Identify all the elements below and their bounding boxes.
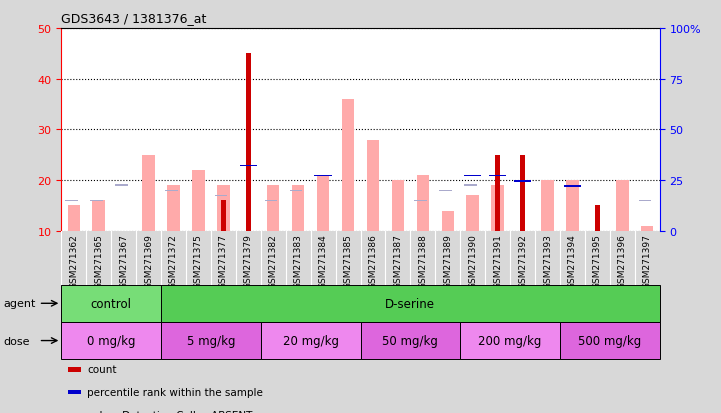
- Bar: [466, 196, 479, 231]
- Text: 50 mg/kg: 50 mg/kg: [382, 334, 438, 347]
- Bar: [489, 176, 506, 177]
- Bar: [392, 180, 404, 231]
- Text: agent: agent: [4, 299, 36, 309]
- Text: GSM271385: GSM271385: [343, 234, 353, 289]
- Bar: [193, 171, 205, 231]
- Text: percentile rank within the sample: percentile rank within the sample: [87, 387, 263, 397]
- Text: D-serine: D-serine: [385, 297, 435, 310]
- Text: GSM271379: GSM271379: [244, 234, 253, 289]
- Bar: [167, 186, 180, 231]
- Text: 5 mg/kg: 5 mg/kg: [187, 334, 235, 347]
- Bar: [215, 195, 227, 197]
- Text: GSM271369: GSM271369: [144, 234, 153, 289]
- Bar: [161, 322, 261, 359]
- Bar: [217, 186, 229, 231]
- Text: GSM271372: GSM271372: [169, 234, 178, 289]
- Text: GSM271397: GSM271397: [642, 234, 652, 289]
- Bar: [261, 322, 360, 359]
- Bar: [267, 186, 280, 231]
- Bar: [342, 100, 354, 231]
- Bar: [367, 140, 379, 231]
- Bar: [514, 181, 531, 182]
- Bar: [161, 285, 660, 322]
- Bar: [566, 180, 579, 231]
- Text: GSM271365: GSM271365: [94, 234, 103, 289]
- Text: GDS3643 / 1381376_at: GDS3643 / 1381376_at: [61, 12, 207, 25]
- Bar: [560, 322, 660, 359]
- Bar: [460, 322, 560, 359]
- Text: GSM271395: GSM271395: [593, 234, 602, 289]
- Bar: [317, 176, 329, 231]
- Bar: [492, 186, 504, 231]
- Text: 20 mg/kg: 20 mg/kg: [283, 334, 339, 347]
- Text: control: control: [91, 297, 132, 310]
- Text: GSM271392: GSM271392: [518, 234, 527, 289]
- Bar: [246, 54, 250, 231]
- Text: 500 mg/kg: 500 mg/kg: [578, 334, 642, 347]
- Bar: [464, 185, 477, 186]
- Text: GSM271362: GSM271362: [69, 234, 79, 289]
- Text: GSM271389: GSM271389: [443, 234, 452, 289]
- Text: GSM271390: GSM271390: [468, 234, 477, 289]
- Bar: [521, 155, 525, 231]
- Text: GSM271367: GSM271367: [119, 234, 128, 289]
- Bar: [464, 176, 482, 177]
- Text: GSM271391: GSM271391: [493, 234, 502, 289]
- Bar: [641, 226, 653, 231]
- Bar: [265, 200, 278, 202]
- Text: GSM271387: GSM271387: [394, 234, 402, 289]
- Text: GSM271377: GSM271377: [219, 234, 228, 289]
- Bar: [616, 180, 629, 231]
- Text: GSM271388: GSM271388: [418, 234, 428, 289]
- Bar: [115, 185, 128, 186]
- Bar: [360, 322, 460, 359]
- Bar: [564, 186, 581, 187]
- Bar: [92, 201, 105, 231]
- Bar: [439, 190, 452, 192]
- Text: GSM271394: GSM271394: [568, 234, 577, 289]
- Text: GSM271396: GSM271396: [618, 234, 627, 289]
- Bar: [165, 190, 177, 192]
- Bar: [68, 206, 80, 231]
- Bar: [239, 166, 257, 167]
- Bar: [415, 200, 427, 202]
- Bar: [495, 155, 500, 231]
- Bar: [142, 155, 155, 231]
- Text: 0 mg/kg: 0 mg/kg: [87, 334, 136, 347]
- Text: count: count: [87, 365, 117, 375]
- Bar: [417, 176, 429, 231]
- Bar: [221, 201, 226, 231]
- Text: GSM271393: GSM271393: [543, 234, 552, 289]
- Bar: [65, 200, 78, 202]
- Bar: [90, 200, 102, 202]
- Bar: [61, 285, 161, 322]
- Bar: [441, 211, 454, 231]
- Bar: [541, 180, 554, 231]
- Text: GSM271375: GSM271375: [194, 234, 203, 289]
- Bar: [292, 186, 304, 231]
- Bar: [290, 190, 302, 192]
- Bar: [314, 176, 332, 177]
- Text: 200 mg/kg: 200 mg/kg: [479, 334, 541, 347]
- Text: GSM271382: GSM271382: [269, 234, 278, 289]
- Text: GSM271383: GSM271383: [293, 234, 303, 289]
- Bar: [595, 206, 600, 231]
- Text: value, Detection Call = ABSENT: value, Detection Call = ABSENT: [87, 410, 252, 413]
- Text: GSM271386: GSM271386: [368, 234, 378, 289]
- Bar: [61, 322, 161, 359]
- Bar: [639, 200, 651, 202]
- Text: GSM271384: GSM271384: [319, 234, 327, 289]
- Text: dose: dose: [4, 336, 30, 346]
